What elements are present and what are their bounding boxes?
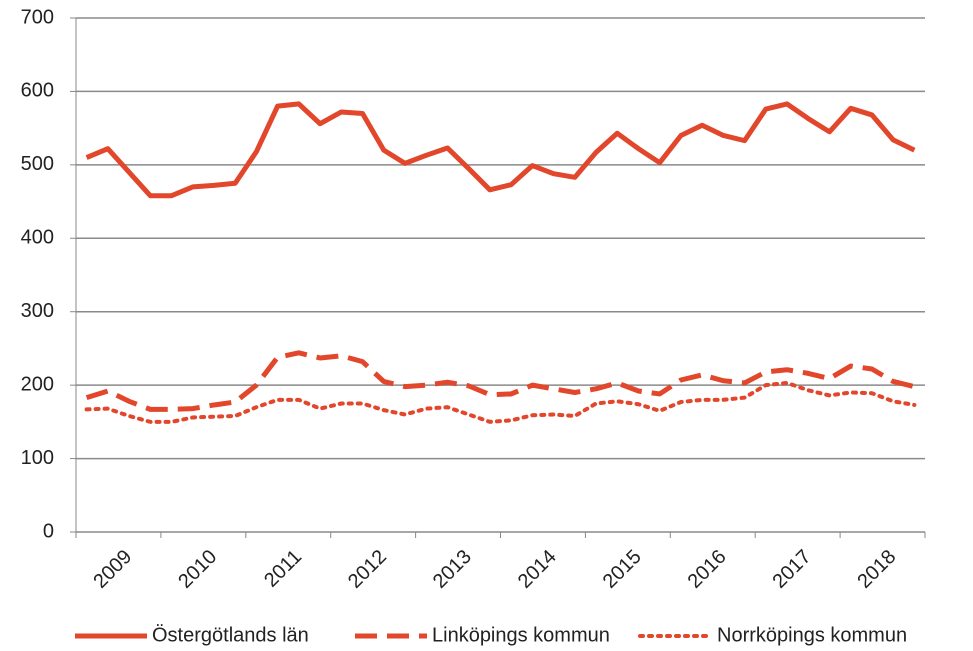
- line-series: [84, 380, 917, 424]
- x-tick-label: 2009: [89, 546, 136, 593]
- x-tick-label: 2015: [599, 546, 646, 593]
- y-tick-label: 100: [21, 447, 54, 469]
- y-tick-label: 200: [21, 373, 54, 395]
- x-tick-label: 2018: [853, 546, 900, 593]
- x-tick-label: 2013: [429, 546, 476, 593]
- y-tick-label: 700: [21, 6, 54, 28]
- y-tick-label: 0: [43, 520, 54, 542]
- line-series: [85, 101, 916, 199]
- x-tick-label: 2017: [769, 546, 816, 593]
- line-series: [85, 350, 915, 412]
- x-tick-label: 2014: [514, 546, 561, 593]
- x-tick-label: 2012: [344, 546, 391, 593]
- y-tick-label: 300: [21, 300, 54, 322]
- x-tick-label: 2016: [684, 546, 731, 593]
- y-tick-label: 600: [21, 80, 54, 102]
- legend-label: Linköpings kommun: [432, 624, 610, 646]
- x-tick-label: 2010: [174, 546, 221, 593]
- y-tick-label: 500: [21, 153, 54, 175]
- legend-label: Östergötlands län: [152, 624, 309, 646]
- legend-label: Norrköpings kommun: [717, 624, 907, 646]
- y-tick-label: 400: [21, 227, 54, 249]
- x-tick-label: 2011: [260, 546, 306, 592]
